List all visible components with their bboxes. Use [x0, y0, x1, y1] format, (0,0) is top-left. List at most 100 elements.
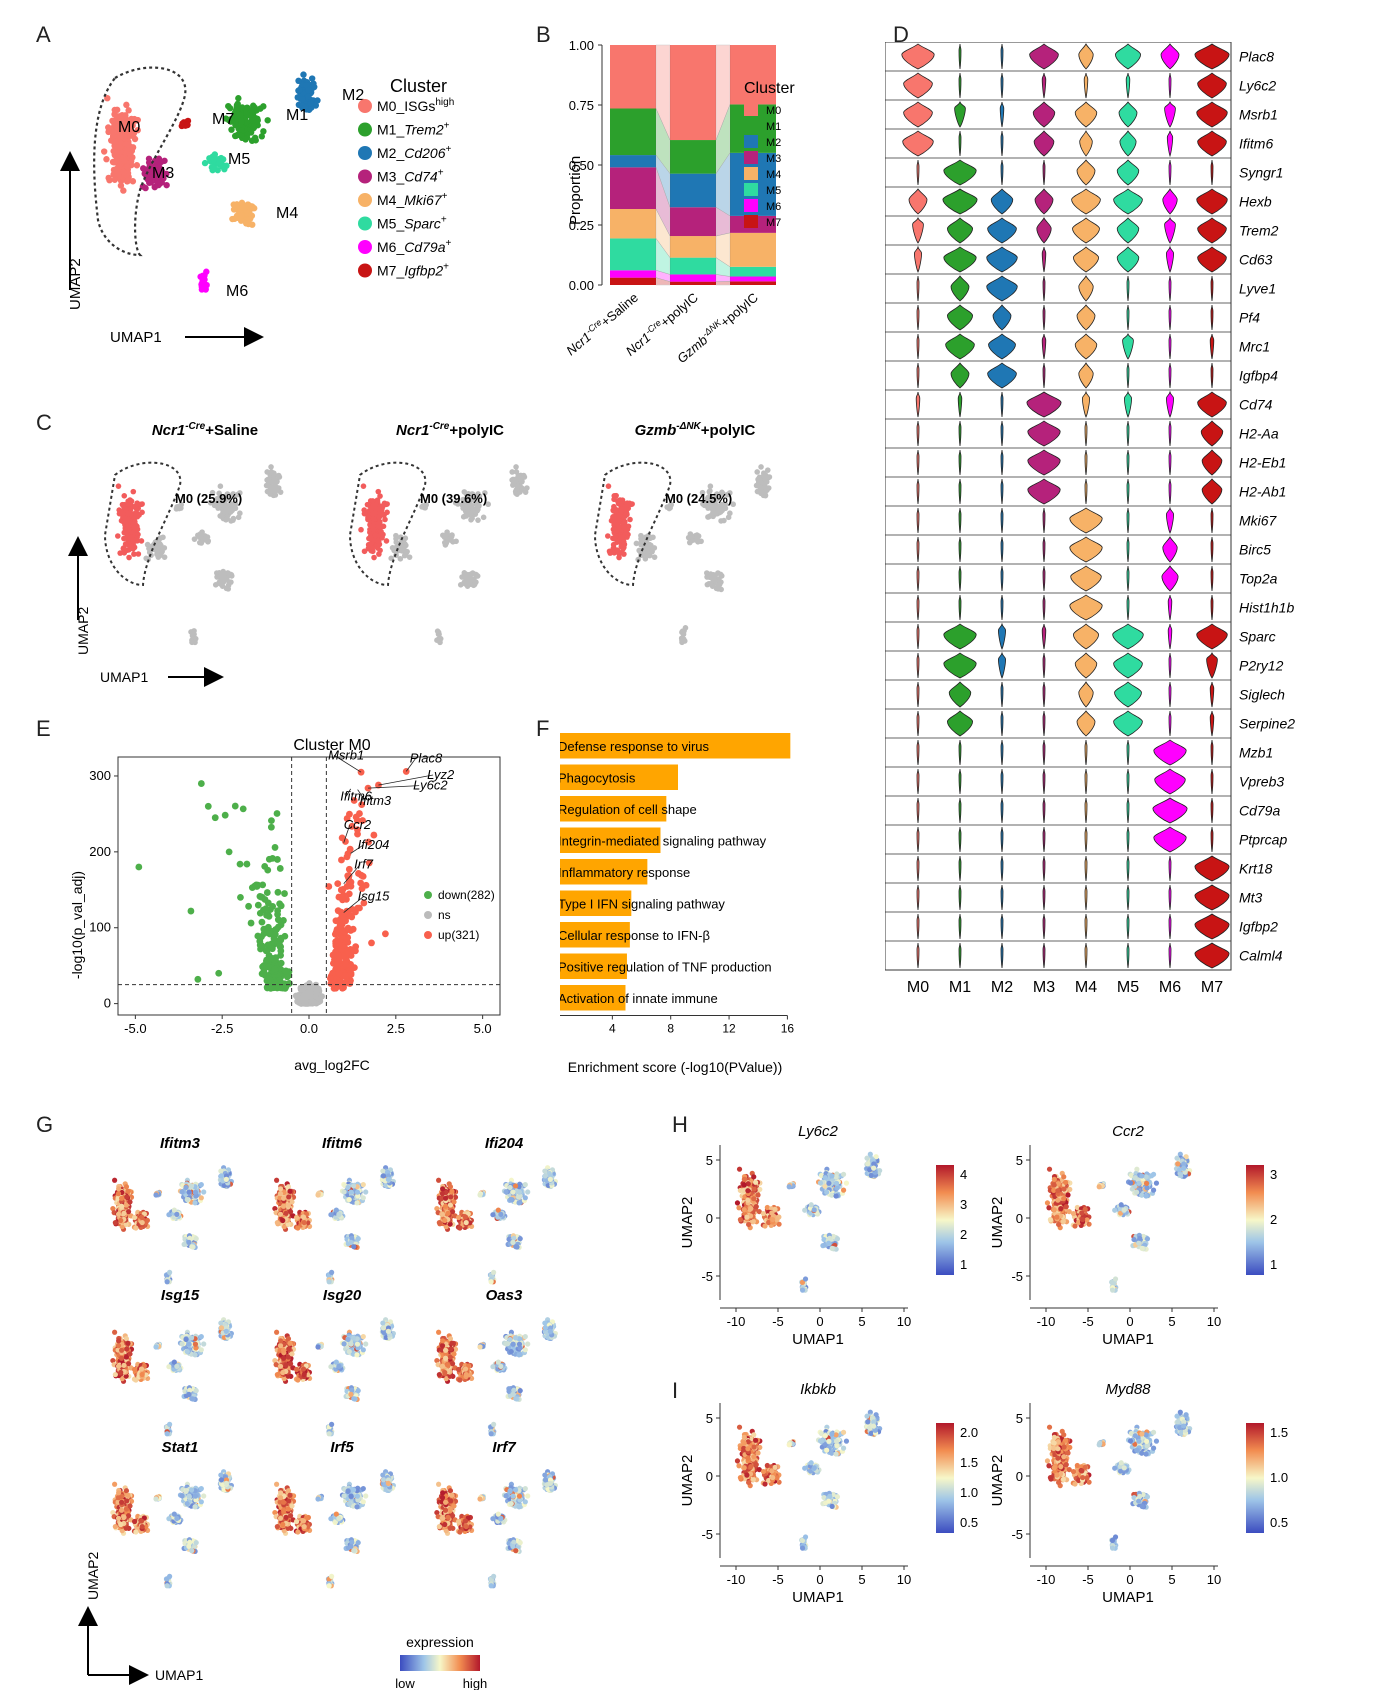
- b-bar-segment: [730, 276, 776, 282]
- e-point-down: [273, 810, 281, 817]
- d-violin: [1126, 797, 1130, 824]
- c-point: [189, 629, 195, 636]
- c-point: [139, 509, 145, 516]
- e-point-up: [345, 949, 353, 957]
- e-point-up: [335, 970, 343, 977]
- d-gene-label: Ly6c2: [1239, 78, 1276, 94]
- e-point-down: [197, 780, 205, 787]
- b-bar-segment: [670, 140, 716, 174]
- e-point-down: [247, 919, 255, 927]
- e-gene-label: Msrb1: [328, 747, 364, 762]
- e-point-down: [274, 907, 282, 915]
- legend-entry: M1_Trem2+: [377, 121, 450, 138]
- b-legend-swatch: [744, 199, 758, 212]
- c-point: [706, 580, 712, 587]
- b-flow: [715, 281, 731, 286]
- d-violin: [1042, 942, 1046, 969]
- d-violin: [1201, 478, 1223, 505]
- f-term-label: Positive regulation of TNF production: [560, 959, 772, 974]
- d-gene-label: Calml4: [1239, 948, 1283, 964]
- d-violin: [916, 826, 920, 853]
- umap-point: [230, 206, 238, 213]
- e-point-up: [352, 943, 360, 951]
- umap-point: [116, 128, 124, 136]
- c-point: [625, 531, 631, 538]
- umap-point: [238, 117, 245, 124]
- e-point-up: [350, 964, 358, 972]
- d-violin: [1197, 246, 1227, 273]
- e-point-up: [342, 909, 350, 917]
- c-point: [705, 505, 711, 511]
- e-point-down: [135, 863, 143, 871]
- d-violin: [1162, 188, 1178, 215]
- d-violin: [1168, 362, 1172, 389]
- e-point-up: [353, 817, 361, 824]
- e-point-down: [236, 860, 244, 868]
- umap-point: [244, 201, 251, 208]
- umap-point: [314, 97, 321, 104]
- d-violin: [1072, 623, 1100, 650]
- umap-point: [210, 156, 217, 164]
- d-violin: [1126, 304, 1130, 331]
- feature-point: [186, 1239, 192, 1245]
- e-xtick: 2.5: [387, 1021, 405, 1036]
- feature-point: [125, 1188, 131, 1194]
- c-point: [758, 464, 764, 470]
- umap-point: [151, 183, 158, 191]
- d-cluster-label: M1: [949, 979, 971, 996]
- d-violin: [1122, 332, 1134, 360]
- d-violin: [1000, 594, 1004, 621]
- e-point-up: [370, 831, 378, 839]
- e-point-down: [271, 930, 279, 938]
- umap-point: [201, 159, 209, 167]
- c-umap2-label: UMAP2: [75, 607, 91, 655]
- d-gene-label: Cd63: [1239, 252, 1273, 268]
- d-violin: [1210, 536, 1214, 563]
- feature-point: [167, 1269, 173, 1275]
- feature-point: [201, 1189, 207, 1195]
- e-gene-label: Lyz2: [427, 767, 455, 782]
- feature-point: [542, 1168, 548, 1174]
- c-point: [718, 501, 725, 508]
- feature-point: [326, 1279, 332, 1285]
- feature-point: [286, 1194, 292, 1200]
- feature-point: [445, 1210, 451, 1216]
- umap-point: [103, 156, 110, 163]
- cluster-label-m7: M7: [212, 111, 234, 128]
- umap-point: [232, 108, 240, 115]
- c-point: [624, 500, 631, 506]
- d-cluster-label: M6: [1159, 979, 1181, 996]
- e-point-down: [264, 923, 272, 931]
- d-violin: [1168, 449, 1172, 476]
- d-violin: [946, 304, 974, 331]
- d-gene-label: Ptprcap: [1239, 832, 1287, 848]
- d-violin: [1196, 101, 1228, 128]
- d-violin: [1042, 362, 1046, 389]
- b-bar-segment: [610, 45, 656, 109]
- g-gene-title: Ifitm3: [160, 1135, 201, 1152]
- b-legend-swatch: [744, 183, 758, 196]
- f-bar: [560, 827, 661, 853]
- feature-point: [164, 1279, 170, 1285]
- d-violin: [916, 159, 920, 186]
- d-violin: [916, 797, 920, 824]
- c-point: [384, 509, 390, 516]
- e-point-ns: [318, 993, 326, 1000]
- e-ytick: 200: [89, 844, 111, 859]
- d-violin: [1078, 362, 1094, 389]
- d-violin: [1042, 884, 1046, 911]
- e-gene-label: Ifitm3: [359, 793, 392, 808]
- c-point: [378, 510, 385, 517]
- panel-letter-h: H: [672, 1112, 688, 1137]
- d-violin: [1041, 623, 1047, 650]
- umap-point: [198, 273, 205, 281]
- d-violin: [1168, 72, 1172, 99]
- legend-entry: M3_Cd74+: [377, 168, 444, 185]
- c-point: [510, 482, 516, 488]
- legend-swatch: [358, 146, 372, 160]
- c-point: [228, 501, 235, 508]
- umap-point: [125, 126, 133, 133]
- umap-point: [307, 99, 315, 107]
- d-violin: [1084, 826, 1088, 853]
